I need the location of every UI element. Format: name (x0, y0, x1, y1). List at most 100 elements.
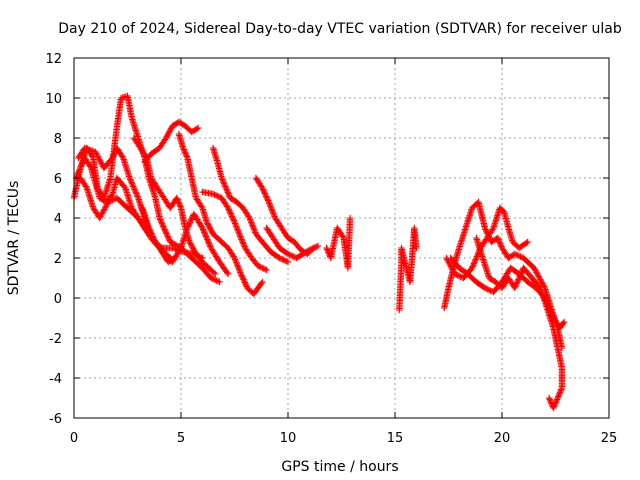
data-point-marker (128, 179, 135, 186)
data-point-marker (261, 190, 269, 197)
data-point-marker (269, 207, 276, 214)
data-point-marker (513, 280, 520, 287)
data-point-marker (446, 260, 453, 268)
data-point-marker (258, 280, 265, 287)
x-tick-label: 15 (387, 431, 404, 446)
data-point-marker (534, 271, 542, 279)
data-point-marker (213, 277, 220, 284)
data-point-marker (119, 153, 126, 160)
data-point-marker (251, 227, 258, 235)
data-point-marker (235, 264, 242, 272)
data-point-marker (180, 146, 187, 153)
data-point-marker (73, 173, 80, 180)
data-point-marker (234, 226, 241, 233)
data-point-marker (211, 191, 218, 198)
data-point-marker (254, 262, 262, 270)
data-point-marker (231, 254, 238, 262)
data-point-marker (260, 265, 267, 272)
data-point-marker (242, 280, 249, 287)
data-point-marker (560, 320, 567, 327)
data-point-marker (494, 234, 501, 242)
data-point-marker (495, 236, 502, 243)
data-point-marker (238, 272, 245, 279)
data-point-marker (413, 244, 420, 252)
data-point-marker (250, 224, 257, 232)
data-point-marker (181, 147, 188, 155)
data-points (70, 92, 568, 412)
data-point-marker (207, 274, 215, 282)
data-point-marker (259, 264, 266, 272)
data-point-marker (556, 390, 563, 397)
data-point-marker (266, 201, 274, 209)
data-point-marker (226, 209, 234, 216)
data-point-marker (469, 263, 476, 270)
data-point-marker (448, 264, 456, 272)
data-point-marker (450, 267, 457, 275)
data-point-marker (101, 204, 109, 212)
data-point-marker (256, 263, 263, 270)
data-point-marker (495, 237, 503, 245)
data-point-marker (263, 266, 270, 274)
data-point-marker (225, 190, 232, 197)
data-point-marker (259, 186, 267, 193)
data-point-marker (109, 153, 117, 160)
data-point-marker (131, 186, 138, 193)
series-track-14 (396, 224, 420, 314)
data-point-marker (206, 241, 213, 249)
data-point-marker (209, 275, 216, 282)
x-tick-label: 25 (601, 431, 618, 446)
data-point-marker (201, 229, 208, 236)
data-point-marker (280, 256, 287, 264)
data-point-marker (97, 213, 104, 220)
y-tick-label: -6 (49, 412, 62, 427)
chart-title: Day 210 of 2024, Sidereal Day-to-day VTE… (58, 21, 622, 37)
data-point-marker (268, 206, 275, 213)
data-point-marker (84, 145, 91, 153)
data-point-marker (175, 247, 182, 254)
data-point-marker (237, 234, 245, 242)
series-track-10 (263, 224, 322, 262)
y-tick-label: 2 (54, 252, 62, 267)
series-track-12 (77, 174, 174, 262)
data-point-marker (229, 214, 236, 221)
data-point-marker (260, 187, 267, 194)
data-point-marker (102, 203, 110, 210)
data-point-marker (554, 394, 561, 402)
data-point-marker (235, 230, 243, 237)
data-point-marker (224, 270, 232, 278)
data-point-marker (133, 191, 141, 199)
data-point-marker (167, 254, 174, 262)
data-point-marker (346, 214, 354, 222)
data-point-marker (165, 234, 172, 241)
data-point-marker (289, 252, 296, 260)
data-point-marker (161, 226, 168, 233)
data-point-marker (456, 272, 463, 280)
data-point-marker (237, 270, 245, 278)
data-point-marker (199, 224, 206, 232)
data-point-marker (130, 184, 138, 192)
data-point-marker (89, 147, 96, 155)
series-track-07 (209, 144, 292, 266)
data-point-marker (77, 163, 85, 170)
data-point-marker (311, 244, 319, 251)
data-point-marker (99, 208, 106, 216)
data-point-marker (205, 239, 212, 246)
data-point-marker (264, 196, 271, 203)
data-point-marker (194, 252, 202, 260)
data-point-marker (246, 216, 254, 223)
data-point-marker (557, 387, 564, 395)
data-point-marker (234, 262, 241, 269)
data-point-marker (182, 150, 189, 157)
data-point-marker (170, 255, 177, 262)
data-point-marker (230, 253, 237, 260)
data-point-marker (223, 203, 231, 210)
data-point-marker (517, 253, 524, 260)
data-point-marker (276, 254, 283, 262)
data-point-marker (447, 262, 454, 269)
data-point-marker (267, 203, 274, 210)
data-point-marker (177, 203, 184, 210)
data-point-marker (250, 226, 258, 233)
data-point-marker (314, 242, 322, 250)
data-point-marker (512, 283, 519, 290)
